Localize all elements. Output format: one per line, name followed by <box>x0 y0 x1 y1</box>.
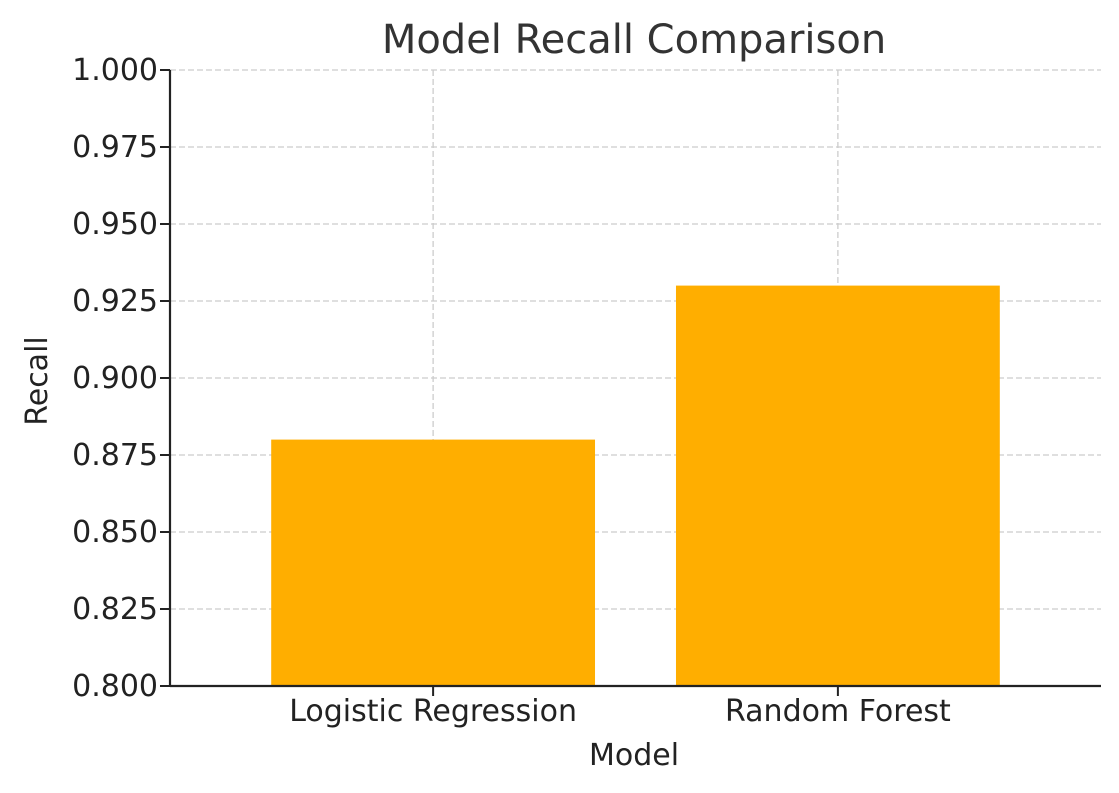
y-tick-label: 0.800 <box>72 669 158 704</box>
x-tick-label: Random Forest <box>725 694 951 729</box>
y-tick-label: 0.950 <box>72 207 158 242</box>
y-tick-label: 0.925 <box>72 284 158 319</box>
y-tick-label: 0.850 <box>72 515 158 550</box>
y-tick-label: 0.900 <box>72 361 158 396</box>
bars-layer <box>271 285 1000 686</box>
chart-title: Model Recall Comparison <box>382 17 886 63</box>
y-tick-label: 1.000 <box>72 53 158 88</box>
x-tick-label: Logistic Regression <box>289 694 577 729</box>
ticks-layer: 0.800 0.825 0.850 0.875 0.900 0.925 0.950 0.975… <box>72 53 951 729</box>
y-tick-label: 0.875 <box>72 438 158 473</box>
y-tick-label: 0.975 <box>72 130 158 165</box>
bar-random-forest <box>675 285 1000 686</box>
x-axis-label: Model <box>589 738 679 773</box>
y-tick-label: 0.825 <box>72 592 158 627</box>
bar-logistic-regression <box>271 439 596 686</box>
y-axis-label: Recall <box>20 336 55 426</box>
